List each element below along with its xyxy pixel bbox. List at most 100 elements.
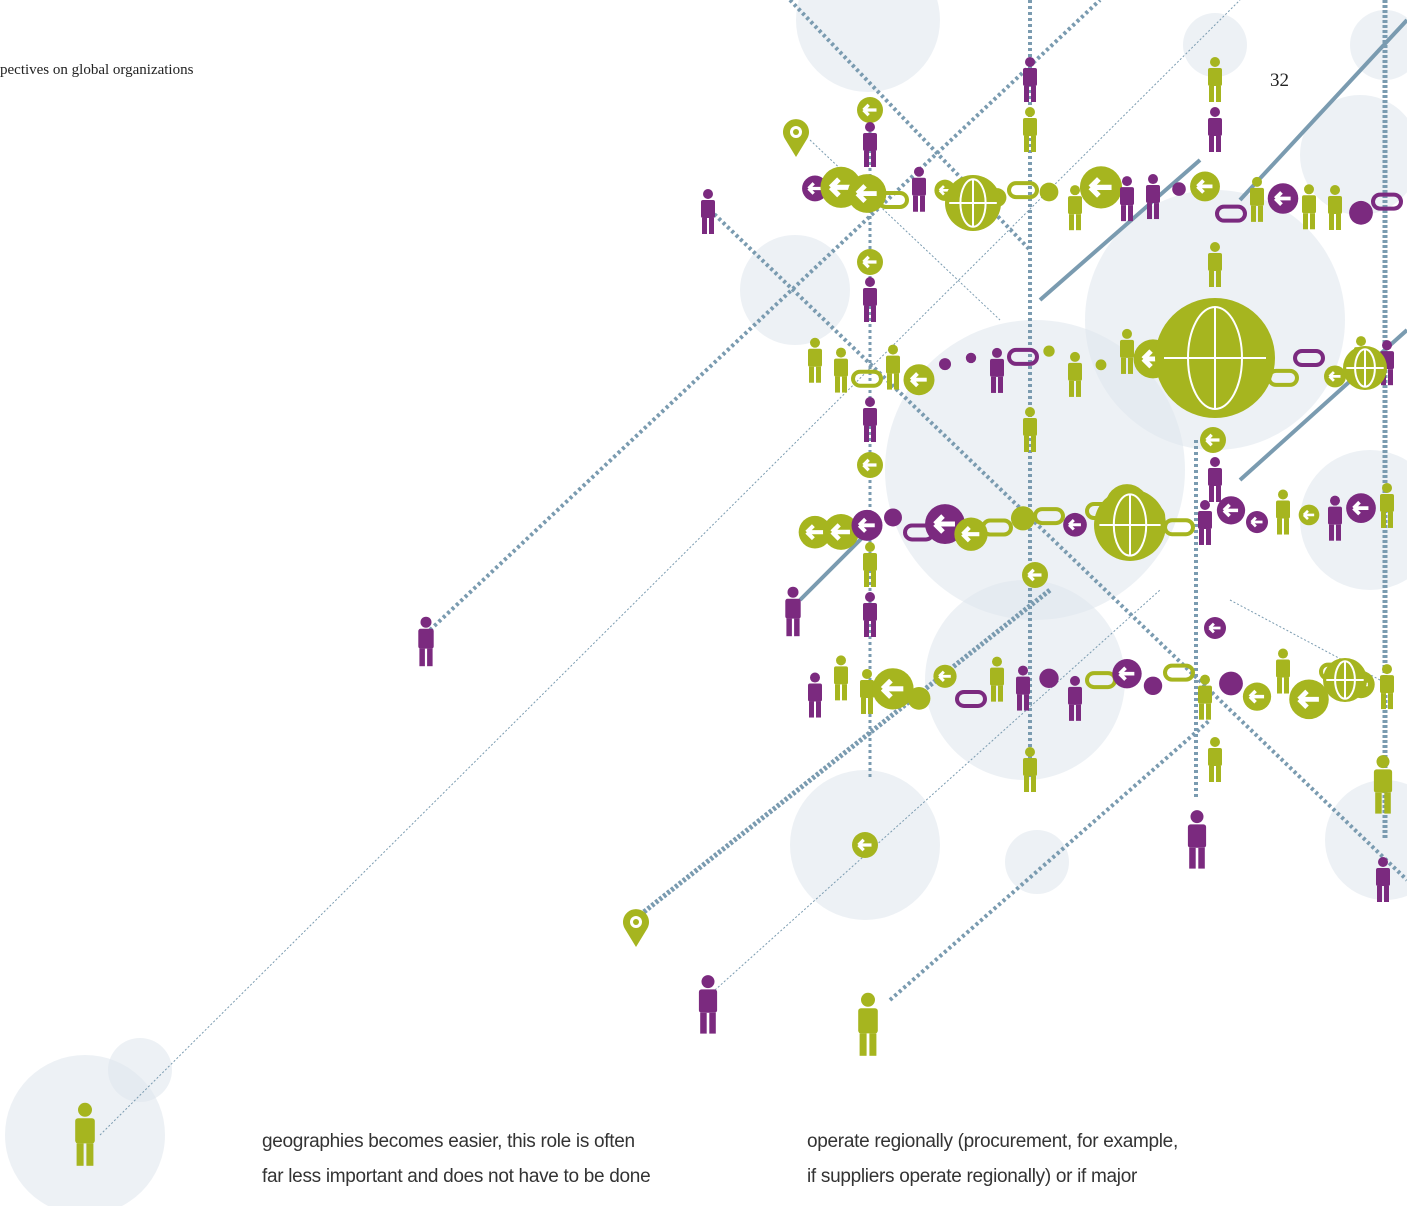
person-head bbox=[1377, 755, 1390, 768]
person-leg bbox=[77, 1143, 84, 1165]
person-head bbox=[810, 338, 820, 348]
person-body bbox=[1250, 188, 1264, 206]
person-head bbox=[888, 345, 898, 355]
person-head bbox=[865, 122, 875, 132]
person-leg bbox=[920, 196, 925, 212]
person-leg bbox=[871, 306, 876, 322]
person-body bbox=[1120, 187, 1134, 205]
person-head bbox=[1122, 329, 1132, 339]
person-leg bbox=[1024, 776, 1029, 792]
person-icon bbox=[834, 655, 848, 700]
person-head bbox=[1356, 336, 1366, 346]
person-leg bbox=[1128, 358, 1133, 374]
person-body bbox=[863, 553, 877, 571]
bg-circle bbox=[1183, 13, 1247, 77]
person-body bbox=[1208, 118, 1222, 136]
person-body bbox=[1208, 748, 1222, 766]
person-leg bbox=[871, 426, 876, 442]
person-leg bbox=[1251, 206, 1256, 222]
person-leg bbox=[1199, 704, 1204, 720]
person-leg bbox=[1069, 381, 1074, 397]
person-leg bbox=[1284, 519, 1289, 535]
person-leg bbox=[1198, 848, 1205, 869]
person-icon bbox=[863, 122, 877, 167]
person-head bbox=[1378, 857, 1388, 867]
person-leg bbox=[1216, 486, 1221, 502]
person-head bbox=[1382, 483, 1392, 493]
person-body bbox=[834, 359, 848, 377]
person-body bbox=[418, 629, 433, 649]
person-head bbox=[836, 655, 846, 665]
person-head bbox=[78, 1103, 92, 1117]
person-leg bbox=[1128, 205, 1133, 221]
person-head bbox=[1210, 107, 1220, 117]
person-body bbox=[1380, 675, 1394, 693]
person-leg bbox=[864, 426, 869, 442]
text-line: if suppliers operate regionally) or if m… bbox=[807, 1159, 1178, 1194]
person-leg bbox=[1277, 519, 1282, 535]
person-body bbox=[1208, 468, 1222, 486]
person-leg bbox=[1381, 693, 1386, 709]
person-leg bbox=[842, 684, 847, 700]
person-leg bbox=[913, 196, 918, 212]
person-body bbox=[1068, 687, 1082, 705]
person-body bbox=[1328, 196, 1342, 214]
person-head bbox=[865, 277, 875, 287]
person-leg bbox=[894, 374, 899, 390]
person-icon bbox=[1208, 107, 1222, 152]
person-head bbox=[914, 167, 924, 177]
person-body bbox=[1120, 340, 1134, 358]
dot-icon bbox=[1040, 183, 1059, 202]
person-leg bbox=[1216, 271, 1221, 287]
person-leg bbox=[419, 649, 425, 667]
person-leg bbox=[794, 619, 800, 637]
person-head bbox=[1025, 407, 1035, 417]
dot-icon bbox=[1349, 201, 1373, 225]
person-head bbox=[1278, 490, 1288, 500]
person-leg bbox=[1284, 678, 1289, 694]
person-leg bbox=[1388, 693, 1393, 709]
person-head bbox=[865, 592, 875, 602]
text-line: operate regionally (procurement, for exa… bbox=[807, 1124, 1178, 1159]
person-leg bbox=[709, 1013, 716, 1034]
person-leg bbox=[1024, 86, 1029, 102]
person-body bbox=[1198, 686, 1212, 704]
person-leg bbox=[1031, 436, 1036, 452]
dot-icon bbox=[1096, 359, 1107, 370]
person-leg bbox=[1216, 86, 1221, 102]
person-body bbox=[1374, 769, 1392, 792]
person-head bbox=[1210, 457, 1220, 467]
person-leg bbox=[1377, 886, 1382, 902]
person-body bbox=[990, 359, 1004, 377]
person-head bbox=[1330, 185, 1340, 195]
person-leg bbox=[1209, 766, 1214, 782]
text-column: operate regionally (procurement, for exa… bbox=[807, 1124, 1178, 1194]
person-leg bbox=[1206, 704, 1211, 720]
person-head bbox=[788, 587, 799, 598]
person-icon bbox=[886, 345, 900, 390]
person-body bbox=[834, 666, 848, 684]
person-leg bbox=[1216, 766, 1221, 782]
person-leg bbox=[1031, 776, 1036, 792]
person-leg bbox=[1017, 695, 1022, 711]
dot-icon bbox=[1011, 506, 1035, 530]
person-leg bbox=[1384, 886, 1389, 902]
dot-icon bbox=[1172, 182, 1186, 196]
bg-circle bbox=[1005, 830, 1069, 894]
person-leg bbox=[861, 698, 866, 714]
person-body bbox=[912, 178, 926, 196]
person-icon bbox=[785, 587, 800, 637]
person-icon bbox=[834, 348, 848, 393]
person-body bbox=[990, 668, 1004, 686]
person-icon bbox=[1276, 649, 1290, 694]
person-head bbox=[1210, 57, 1220, 67]
person-leg bbox=[1381, 512, 1386, 528]
person-leg bbox=[1031, 136, 1036, 152]
person-head bbox=[1382, 664, 1392, 674]
person-leg bbox=[809, 702, 814, 718]
person-head bbox=[865, 397, 875, 407]
person-leg bbox=[835, 377, 840, 393]
person-body bbox=[1023, 68, 1037, 86]
person-leg bbox=[887, 374, 892, 390]
person-icon bbox=[701, 189, 715, 234]
